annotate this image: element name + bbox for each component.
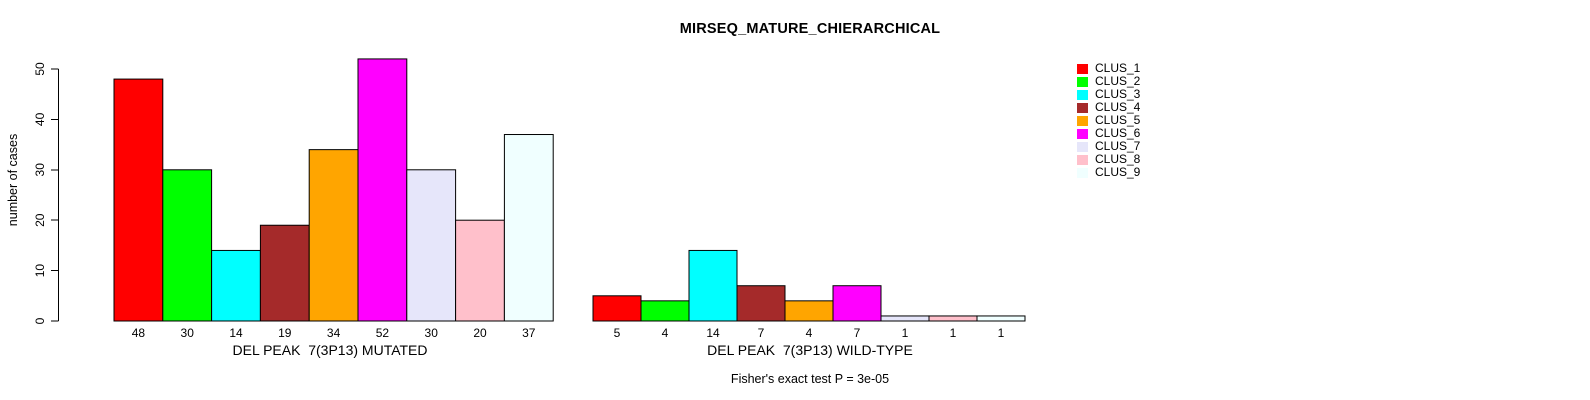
bar-value-label: 1: [950, 326, 957, 340]
bar-clus_7: [880, 315, 930, 322]
bar-value-label: 34: [327, 326, 341, 340]
y-axis-title: number of cases: [6, 133, 20, 227]
legend-item: CLUS_2: [1077, 75, 1140, 88]
legend-label: CLUS_9: [1095, 165, 1141, 179]
legend-label: CLUS_3: [1095, 87, 1141, 101]
bar-value-label: 14: [706, 326, 720, 340]
bar-value-label: 5: [614, 326, 621, 340]
y-tick-label: 20: [33, 213, 47, 227]
bar-value-label: 48: [132, 326, 146, 340]
legend-swatch: [1077, 76, 1088, 87]
legend-item: CLUS_5: [1077, 114, 1140, 127]
bar-value-label: 37: [522, 326, 536, 340]
bar-value-label: 1: [902, 326, 909, 340]
bar-value-label: 20: [473, 326, 487, 340]
legend-label: CLUS_2: [1095, 74, 1141, 88]
legend-swatch: [1077, 115, 1088, 126]
bar-value-label: 30: [181, 326, 195, 340]
bar-clus_4: [259, 224, 310, 322]
fisher-test-annotation: Fisher's exact test P = 3e-05: [730, 372, 890, 386]
y-tick-label: 0: [33, 317, 47, 324]
legend-item: CLUS_7: [1077, 140, 1140, 153]
bar-clus_9: [503, 134, 554, 322]
legend-swatch: [1077, 63, 1088, 74]
legend-item: CLUS_6: [1077, 127, 1140, 140]
legend-label: CLUS_1: [1095, 61, 1141, 75]
y-tick-label: 50: [33, 62, 47, 76]
legend-swatch: [1077, 141, 1088, 152]
bar-clus_5: [308, 149, 359, 322]
bar-clus_5: [784, 300, 834, 322]
bar-clus_8: [455, 219, 505, 322]
legend-item: CLUS_8: [1077, 153, 1140, 166]
bar-value-label: 1: [998, 326, 1005, 340]
bar-value-label: 52: [376, 326, 390, 340]
bar-value-label: 7: [854, 326, 861, 340]
plot-title: MIRSEQ_MATURE_CHIERARCHICAL: [679, 21, 941, 37]
bar-clus_6: [357, 58, 408, 322]
bar-clus_9: [976, 315, 1026, 322]
legend-swatch: [1077, 89, 1088, 100]
y-tick-label: 40: [33, 112, 47, 126]
y-tick-label: 30: [33, 163, 47, 177]
x-axis-label-mutated: DEL PEAK 7(3P13) MUTATED: [232, 342, 428, 358]
bar-clus_4: [736, 285, 786, 322]
legend-label: CLUS_4: [1095, 100, 1141, 114]
bar-clus_1: [113, 78, 164, 322]
bar-clus_2: [640, 300, 690, 322]
legend-label: CLUS_5: [1095, 113, 1141, 127]
y-tick-label: 10: [33, 264, 47, 278]
bar-clus_2: [162, 169, 213, 322]
bar-clus_8: [928, 315, 978, 322]
bar-value-label: 14: [229, 326, 243, 340]
bar-value-label: 7: [758, 326, 765, 340]
x-axis-label-wild-type: DEL PEAK 7(3P13) WILD-TYPE: [707, 342, 913, 358]
legend-label: CLUS_8: [1095, 152, 1141, 166]
bar-clus_7: [406, 169, 457, 322]
bar-value-label: 30: [425, 326, 439, 340]
bar-value-label: 4: [662, 326, 669, 340]
legend: CLUS_1 CLUS_2 CLUS_3 CLUS_4 CLUS_5 CLUS_6 CLUS…: [1077, 62, 1140, 179]
bar-clus_1: [592, 295, 642, 322]
legend-label: CLUS_6: [1095, 126, 1141, 140]
legend-swatch: [1077, 128, 1088, 139]
bar-value-label: 19: [278, 326, 292, 340]
legend-label: CLUS_7: [1095, 139, 1141, 153]
legend-swatch: [1077, 154, 1088, 165]
bar-clus_3: [688, 249, 738, 322]
bar-clus_3: [211, 249, 261, 322]
legend-item: CLUS_3: [1077, 88, 1140, 101]
legend-item: CLUS_4: [1077, 101, 1140, 114]
legend-swatch: [1077, 167, 1088, 178]
bar-value-label: 4: [806, 326, 813, 340]
legend-item: CLUS_9: [1077, 166, 1140, 179]
legend-swatch: [1077, 102, 1088, 113]
legend-item: CLUS_1: [1077, 62, 1140, 75]
bar-clus_6: [832, 285, 882, 322]
